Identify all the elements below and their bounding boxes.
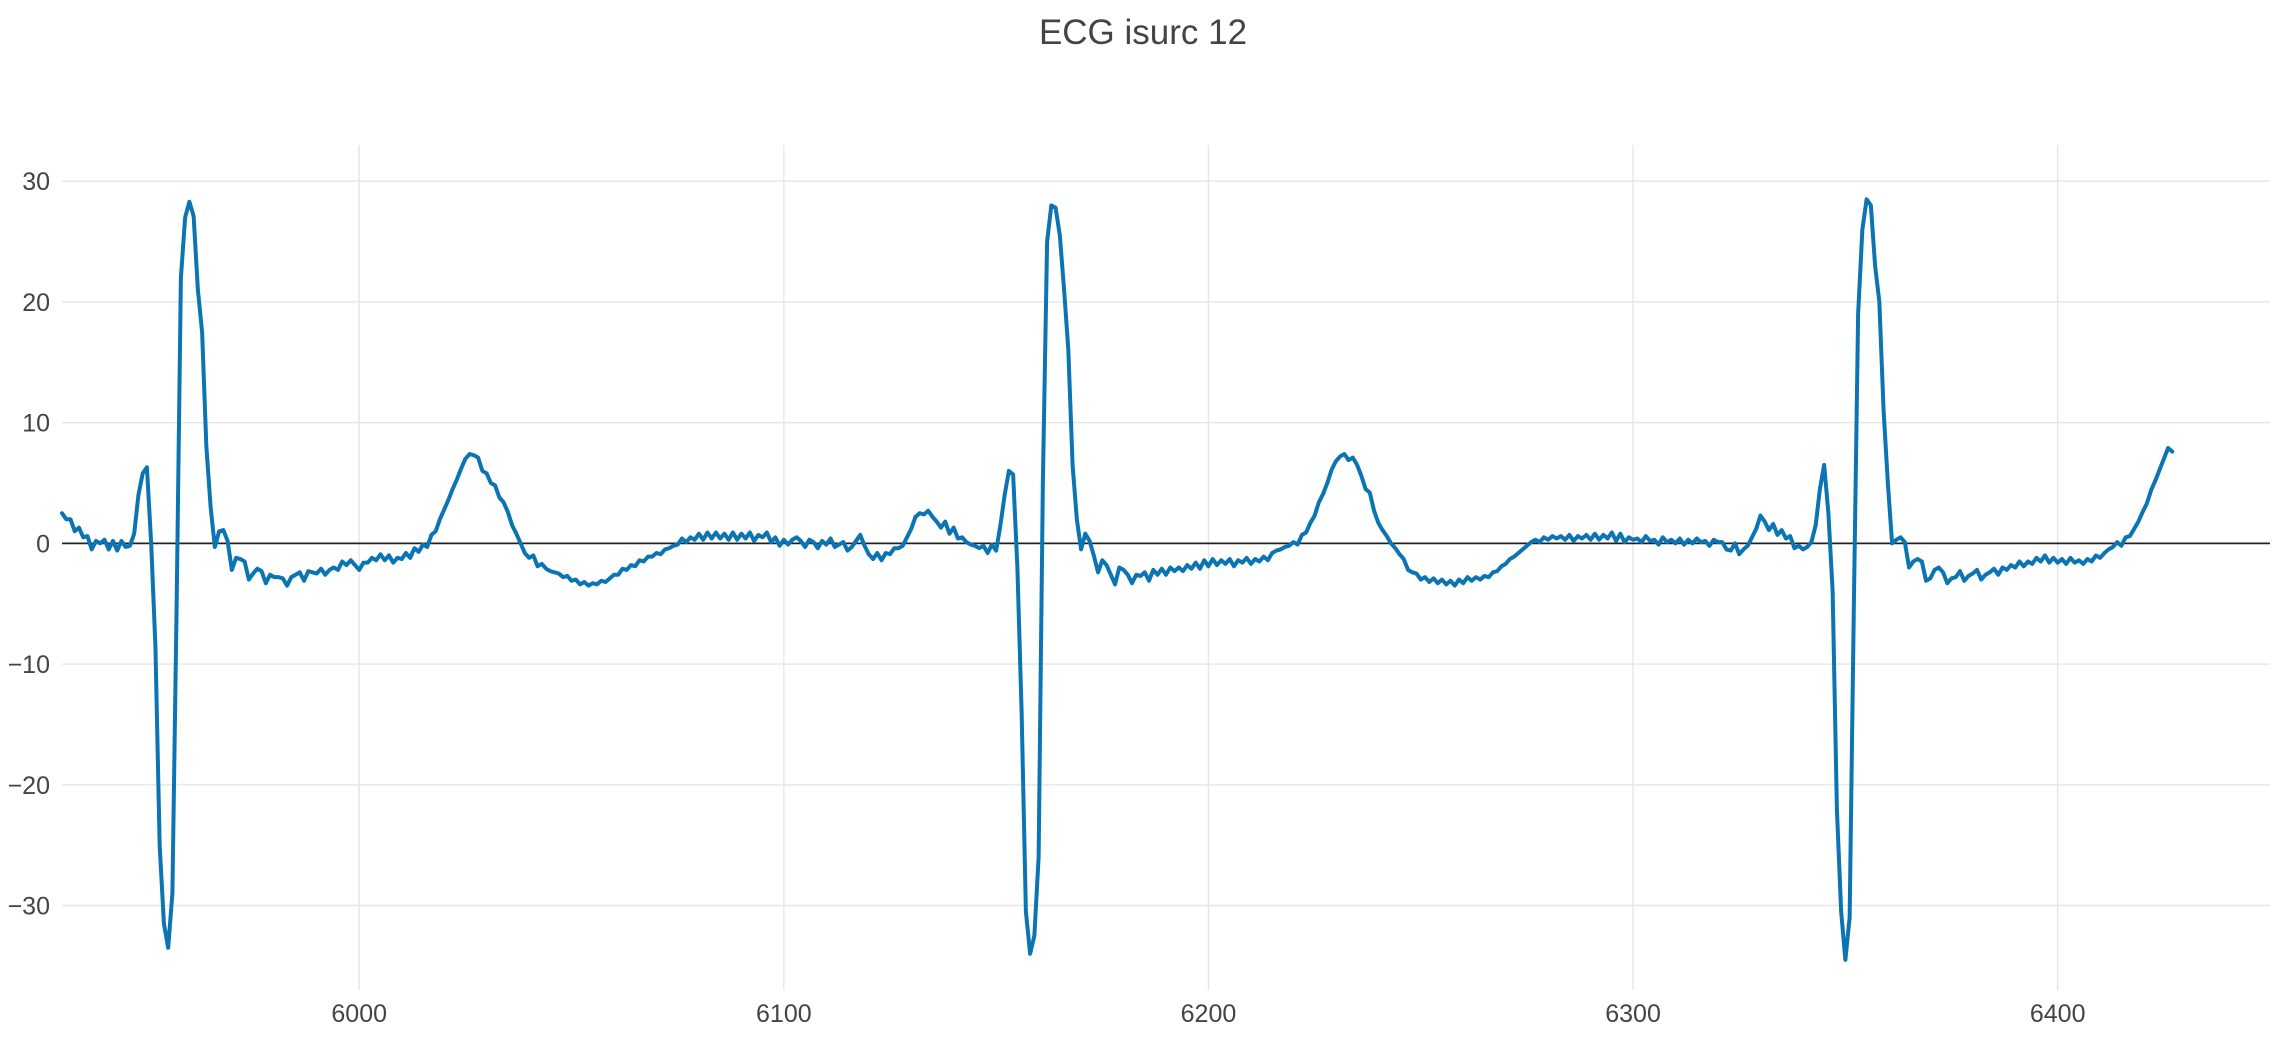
y-tick-label: 30 [22,168,50,196]
y-axis-tick-labels: 30 20 10 0 −10 −20 −30 [8,168,50,920]
x-tick-label: 6200 [1181,1000,1237,1028]
y-tick-label: −10 [8,651,50,679]
y-tick-label: 0 [36,530,50,558]
x-tick-label: 6300 [1605,1000,1661,1028]
x-tick-label: 6400 [2030,1000,2086,1028]
y-tick-label: −20 [8,772,50,800]
series-trace [60,197,2175,962]
x-tick-label: 6000 [331,1000,387,1028]
series-line [60,197,2175,962]
chart-title: ECG isurc 12 [1039,13,1247,52]
y-tick-label: 10 [22,410,50,438]
x-tick-label: 6100 [756,1000,812,1028]
y-tick-label: −30 [8,893,50,921]
grid [62,145,2270,990]
y-tick-label: 20 [22,289,50,317]
x-axis-tick-labels: 6000 6100 6200 6300 6400 [331,1000,2085,1028]
